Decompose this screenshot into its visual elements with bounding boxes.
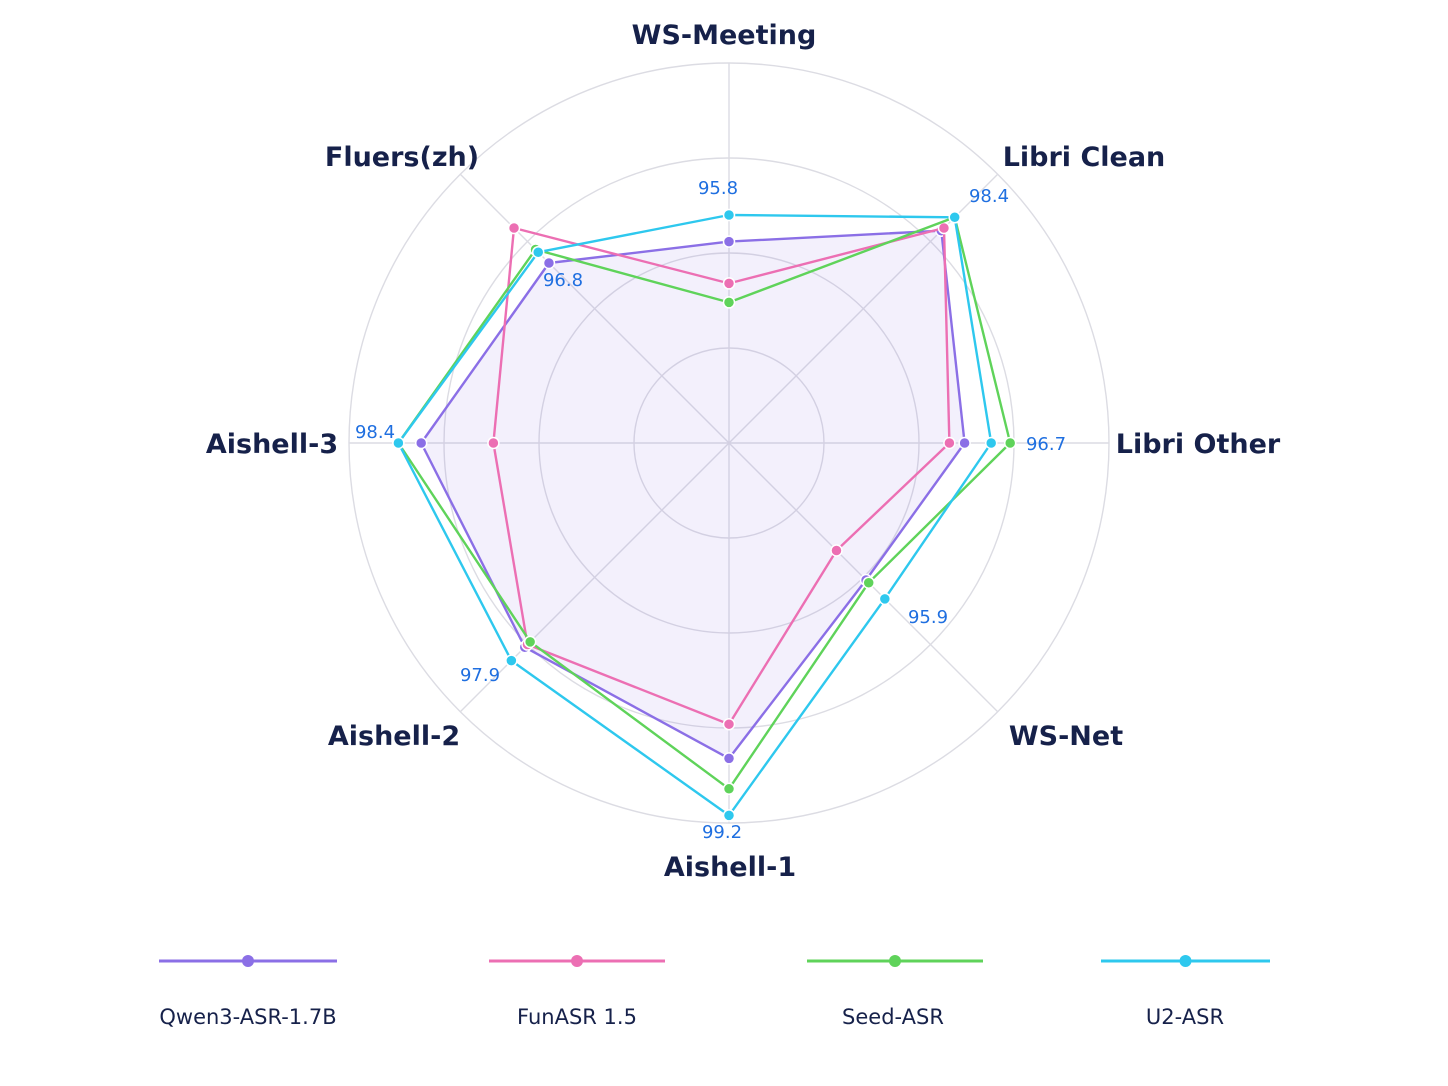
series-point — [542, 256, 556, 270]
series-point — [830, 544, 843, 557]
radar-labels: WS-Meeting Libri Clean Libri Other WS-Net Ai… — [206, 20, 1281, 883]
series-point — [722, 752, 736, 765]
axis-label: Aishell-2 — [328, 721, 460, 752]
series-point — [878, 592, 892, 606]
legend-marker — [571, 955, 583, 967]
series-point — [937, 221, 951, 235]
radar-series — [392, 208, 1017, 822]
axis-label: WS-Meeting — [632, 20, 817, 51]
series-point — [948, 211, 961, 224]
series-point — [1003, 436, 1017, 450]
series-point — [722, 208, 736, 222]
series-point — [722, 809, 736, 822]
legend-label: Qwen3-ASR-1.7B — [159, 1005, 336, 1029]
legend-marker — [889, 955, 901, 967]
series-point — [505, 654, 518, 667]
axis-label: Libri Clean — [1003, 142, 1166, 173]
axis-label: WS-Net — [1009, 721, 1123, 752]
value-label: 95.8 — [698, 178, 738, 199]
chart-legend: Qwen3-ASR-1.7B FunASR 1.5 Seed-ASR U2-ASR — [159, 955, 1270, 1029]
value-label: 99.2 — [702, 822, 742, 843]
axis-label: Libri Other — [1116, 429, 1281, 460]
value-label: 97.9 — [460, 665, 500, 686]
series-point — [507, 221, 521, 235]
legend-label: FunASR 1.5 — [517, 1005, 637, 1029]
value-label: 95.9 — [908, 607, 948, 628]
legend-marker — [242, 955, 254, 967]
series-point — [722, 717, 736, 731]
series-point — [487, 436, 500, 450]
axis-label: Aishell-1 — [664, 852, 796, 883]
value-label: 98.4 — [355, 422, 395, 443]
series-point — [984, 436, 998, 450]
axis-label: Fluers(zh) — [325, 142, 479, 173]
value-label: 96.8 — [543, 270, 583, 291]
legend-label: Seed-ASR — [842, 1005, 944, 1029]
series-area-0 — [421, 230, 965, 759]
series-point — [414, 436, 428, 450]
series-point — [722, 782, 736, 796]
series-point — [722, 296, 736, 309]
series-point — [531, 245, 545, 259]
value-label: 98.4 — [969, 186, 1009, 207]
grid-spoke — [459, 442, 730, 713]
legend-label: U2-ASR — [1146, 1005, 1224, 1029]
series-point — [958, 436, 971, 450]
grid-spoke — [459, 173, 730, 444]
legend-marker — [1179, 955, 1192, 967]
series-point — [862, 576, 875, 589]
series-point — [523, 635, 537, 649]
series-point — [943, 436, 956, 450]
series-point — [722, 235, 736, 248]
series-point — [392, 436, 405, 450]
value-label: 96.7 — [1026, 434, 1066, 455]
series-point — [722, 277, 736, 290]
axis-label: Aishell-3 — [206, 429, 338, 460]
